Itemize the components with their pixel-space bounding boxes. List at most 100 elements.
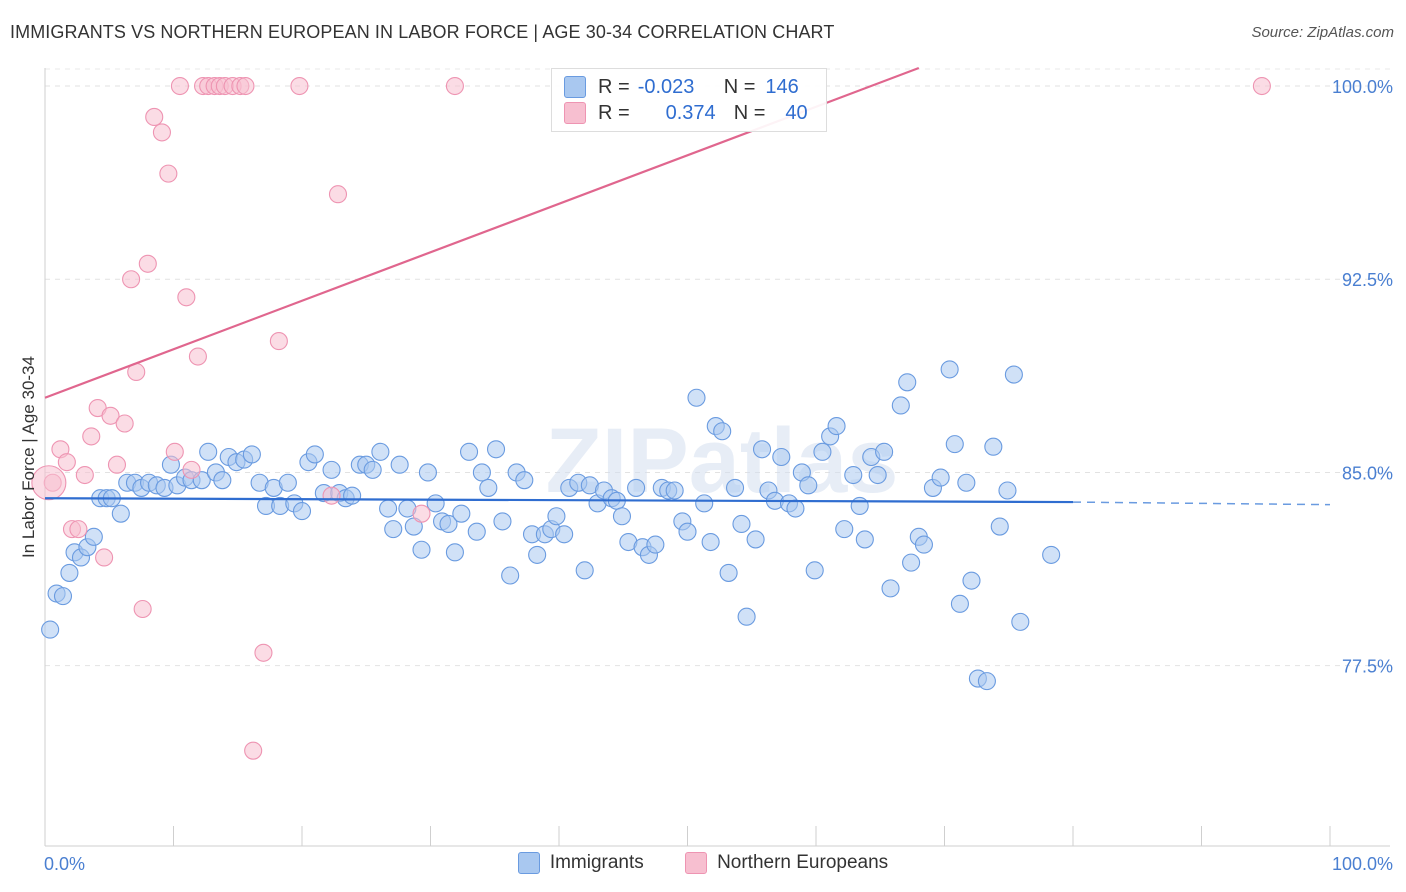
northern-europeans-point (412, 504, 431, 523)
northern-europeans-point (145, 107, 164, 126)
immigrants-point (278, 473, 297, 492)
immigrants-point (627, 478, 646, 497)
immigrants-point (53, 587, 73, 606)
immigrants-point (467, 522, 486, 541)
y-tick-label: 100.0% (1332, 77, 1393, 97)
legend-row-immigrants: R = -0.023 N = 146 (564, 75, 799, 99)
immigrants-point (695, 494, 714, 513)
immigrants-point (445, 543, 464, 562)
immigrants-point (384, 520, 403, 539)
immigrants-point (528, 545, 547, 564)
immigrants-point (305, 445, 324, 464)
northern-europeans-swatch (564, 102, 586, 124)
immigrants-swatch (517, 852, 540, 874)
immigrants-point (850, 496, 869, 515)
immigrants-point (977, 672, 996, 691)
immigrants-point (371, 442, 390, 461)
northern-europeans-point (165, 442, 184, 461)
immigrants-trend-line (44, 497, 1074, 504)
immigrants-point (515, 471, 534, 490)
immigrants-point (412, 540, 431, 559)
immigrants-point (199, 442, 218, 461)
immigrants-point (813, 442, 832, 461)
northern-europeans-point (122, 270, 141, 289)
immigrants-point (555, 525, 574, 544)
immigrants-point (41, 620, 60, 639)
immigrants-point (732, 514, 751, 534)
immigrants-point (772, 447, 791, 467)
northern-europeans-point (69, 520, 88, 539)
northern-europeans-swatch (685, 852, 708, 874)
x-tick-label: 0.0% (44, 854, 85, 874)
northern-europeans-point (244, 741, 263, 760)
northern-europeans-point (95, 548, 114, 567)
legend-item-northern-europeans: Northern Europeans (685, 852, 888, 874)
immigrants-point (984, 437, 1003, 456)
immigrants-point (390, 455, 409, 474)
northern-europeans-point (115, 414, 134, 433)
northern-europeans-point (138, 254, 157, 273)
immigrants-point (844, 465, 863, 485)
immigrants-point (213, 471, 232, 490)
immigrants-point (719, 563, 738, 582)
immigrants-point (60, 563, 79, 582)
northern-europeans-point (107, 455, 127, 474)
northern-europeans-point (269, 332, 288, 351)
n-label: N = (723, 75, 756, 98)
immigrants-point (725, 478, 745, 497)
immigrants-point (84, 527, 103, 546)
immigrants-point (902, 553, 921, 572)
immigrants-swatch (564, 76, 586, 98)
n-label: N = (733, 101, 766, 124)
immigrants-point (547, 507, 566, 526)
immigrants-point (835, 520, 854, 539)
northern-europeans-point (82, 427, 101, 446)
immigrants-point (363, 460, 382, 479)
northern-europeans-point (31, 465, 67, 501)
immigrants-point (931, 468, 950, 487)
immigrants-point (111, 504, 130, 523)
immigrants-point (713, 422, 732, 441)
immigrants-point (881, 579, 900, 598)
immigrants-point (786, 499, 805, 518)
northern-europeans-point (75, 465, 94, 485)
immigrants-point (962, 571, 981, 590)
northern-europeans-point (322, 486, 341, 505)
immigrants-point (343, 486, 362, 505)
northern-europeans-point (182, 460, 201, 479)
immigrants-point (612, 507, 632, 526)
immigrants-point (1004, 365, 1023, 384)
r-label: R = (598, 75, 630, 98)
northern-europeans-point (254, 643, 273, 662)
immigrants-point (950, 594, 969, 613)
y-axis-label: In Labor Force | Age 30-34 (19, 356, 38, 558)
immigrants-point (868, 465, 887, 485)
northern-europeans-point (445, 76, 464, 96)
chart-title: IMMIGRANTS VS NORTHERN EUROPEAN IN LABOR… (10, 22, 835, 42)
axis-labels: 77.5% 85.0% 92.5% 100.0% 0.0% 100.0% In Labor … (19, 77, 1393, 874)
immigrants-point (665, 481, 684, 500)
legend-label: Immigrants (549, 852, 644, 873)
chart-source: Source: ZipAtlas.com (1251, 24, 1394, 41)
northern-europeans-point (290, 76, 309, 96)
series-legend: Immigrants Northern Europeans (0, 852, 1406, 880)
y-tick-label: 85.0% (1342, 463, 1393, 483)
r-label: R = (598, 101, 630, 124)
immigrants-point (452, 504, 471, 523)
immigrants-point (1011, 612, 1030, 631)
northern-europeans-point (159, 164, 178, 183)
immigrants-point (805, 561, 824, 580)
immigrants-point (752, 440, 772, 459)
grid-lines (45, 68, 1390, 667)
n-value: 40 (785, 101, 808, 124)
immigrants-point (379, 499, 398, 518)
immigrants-point (737, 607, 756, 626)
immigrants-point (746, 530, 765, 549)
immigrants-point (575, 561, 594, 580)
northern-europeans-point (236, 76, 255, 96)
northern-europeans-point (170, 76, 189, 96)
legend-label: Northern Europeans (717, 852, 889, 873)
immigrants-point (418, 463, 437, 482)
immigrants-point (493, 512, 512, 531)
